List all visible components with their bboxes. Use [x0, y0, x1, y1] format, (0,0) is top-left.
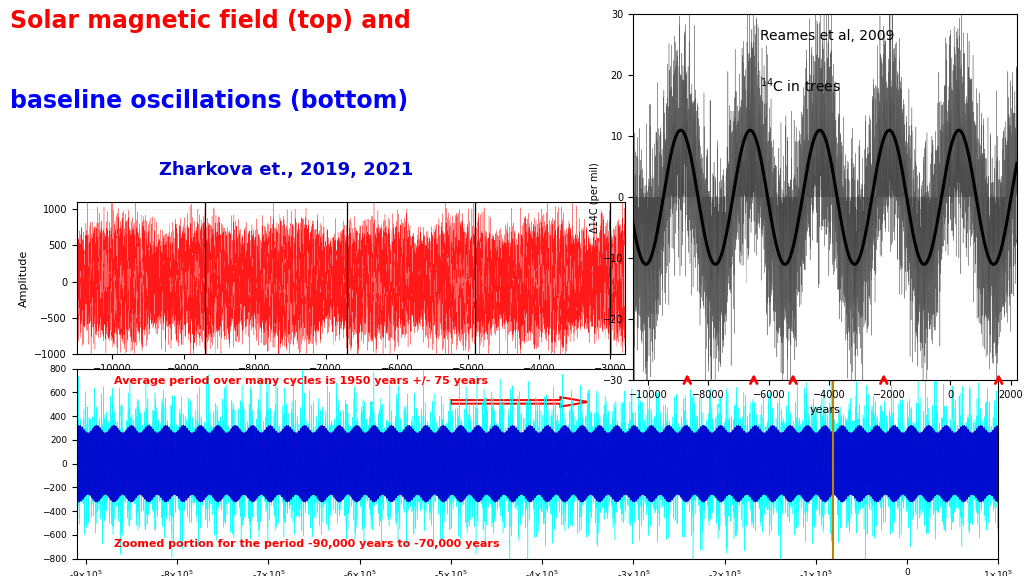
Y-axis label: Δ14C (per mil): Δ14C (per mil) [590, 162, 600, 233]
Text: Zharkova et., 2019, 2021: Zharkova et., 2019, 2021 [159, 161, 413, 179]
Text: (Hallstatt's cycle): (Hallstatt's cycle) [82, 388, 206, 401]
Text: Solar magnetic field (top) and: Solar magnetic field (top) and [10, 9, 411, 33]
X-axis label: years: years [809, 406, 841, 415]
Text: Average period over many cycles is 1950 years +/- 75 years: Average period over many cycles is 1950 … [114, 376, 487, 386]
Text: baseline oscillations (bottom): baseline oscillations (bottom) [10, 89, 409, 113]
Text: Time, Calendar Yea: Time, Calendar Yea [484, 388, 620, 401]
Text: Zoomed portion for the period -90,000 years to -70,000 years: Zoomed portion for the period -90,000 ye… [114, 539, 499, 550]
Y-axis label: Amplitude: Amplitude [18, 249, 29, 306]
Text: Reames et al, 2009: Reames et al, 2009 [760, 29, 894, 43]
Text: $^{14}$C in trees: $^{14}$C in trees [760, 77, 841, 95]
